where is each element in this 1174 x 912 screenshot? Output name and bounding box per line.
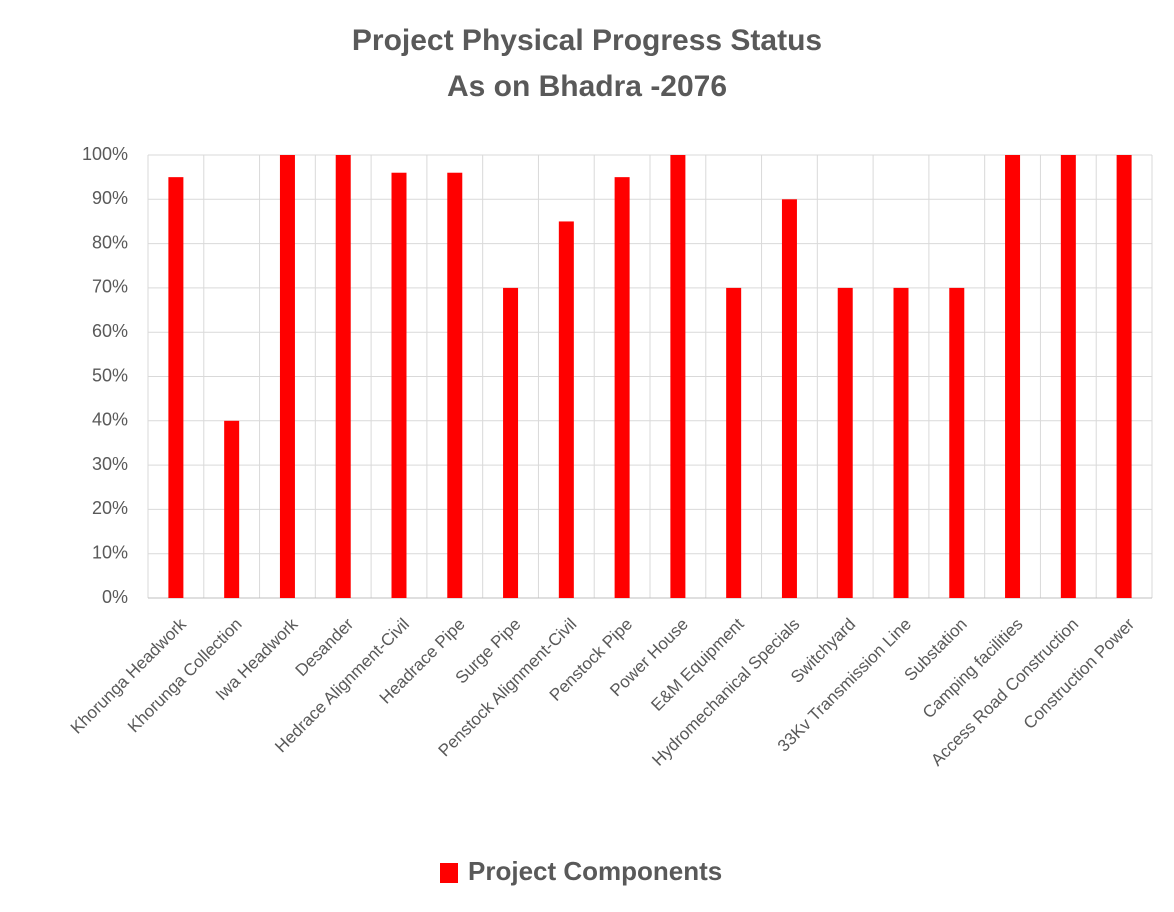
bar: [1116, 155, 1132, 598]
y-tick-label: 100%: [82, 144, 128, 164]
bar: [1005, 155, 1021, 598]
y-tick-label: 10%: [92, 542, 128, 562]
bar: [893, 287, 909, 598]
legend-swatch: [440, 863, 458, 883]
y-tick-label: 70%: [92, 277, 128, 297]
bar: [670, 155, 686, 598]
y-tick-label: 30%: [92, 454, 128, 474]
y-tick-label: 50%: [92, 365, 128, 385]
bar: [781, 199, 797, 599]
y-tick-label: 80%: [92, 232, 128, 252]
y-tick-label: 60%: [92, 321, 128, 341]
bar: [1060, 155, 1076, 598]
bar: [726, 287, 742, 598]
bar: [949, 287, 965, 598]
x-tick-label: Camping facilities: [919, 615, 1027, 723]
y-tick-label: 90%: [92, 188, 128, 208]
bar: [558, 221, 574, 598]
bar: [837, 287, 853, 598]
y-tick-label: 40%: [92, 410, 128, 430]
bar: [391, 172, 407, 598]
x-tick-label: Construction Power: [1020, 614, 1139, 733]
bar: [447, 172, 463, 598]
chart-title: Project Physical Progress Status: [352, 24, 822, 57]
chart-subtitle: As on Bhadra -2076: [447, 70, 727, 103]
bar: [168, 177, 184, 598]
bar: [503, 287, 519, 598]
y-tick-label: 0%: [102, 587, 128, 607]
bar: [279, 155, 295, 598]
legend-text: Project Components: [468, 856, 722, 886]
bar: [614, 177, 630, 598]
bar: [224, 420, 240, 598]
bar: [335, 155, 351, 598]
y-tick-label: 20%: [92, 498, 128, 518]
